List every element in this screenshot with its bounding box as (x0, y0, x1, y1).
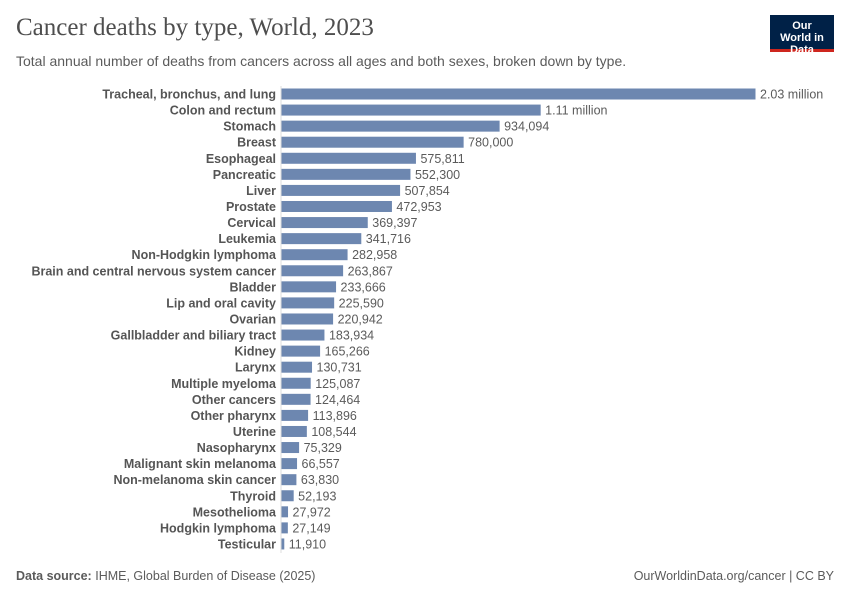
value-label: 125,087 (315, 377, 360, 391)
value-label: 52,193 (298, 489, 336, 503)
category-label: Pancreatic (213, 168, 276, 182)
value-label: 472,953 (396, 200, 441, 214)
bar[interactable] (281, 393, 311, 405)
category-label: Leukemia (218, 232, 277, 246)
category-label: Malignant skin melanoma (124, 457, 277, 471)
value-label: 66,557 (302, 457, 340, 471)
value-label: 183,934 (329, 329, 374, 343)
value-label: 27,972 (293, 505, 331, 519)
category-label: Other cancers (192, 393, 276, 407)
value-label: 282,958 (352, 248, 397, 262)
value-label: 124,464 (315, 393, 360, 407)
value-label: 233,666 (341, 280, 386, 294)
source-label: Data source: (16, 569, 92, 583)
category-label: Stomach (223, 120, 276, 134)
bar[interactable] (281, 217, 368, 229)
data-source: Data source: IHME, Global Burden of Dise… (16, 569, 315, 583)
bar[interactable] (281, 168, 411, 180)
value-label: 108,544 (311, 425, 356, 439)
footer-link[interactable]: OurWorldinData.org/cancer | CC BY (633, 569, 834, 583)
bar[interactable] (281, 297, 335, 309)
category-label: Uterine (233, 425, 276, 439)
bar[interactable] (281, 474, 297, 486)
owid-logo[interactable]: Our World in Data (770, 15, 834, 56)
bar[interactable] (281, 377, 311, 389)
category-label: Thyroid (230, 489, 276, 503)
chart-subtitle: Total annual number of deaths from cance… (16, 53, 627, 69)
bar[interactable] (281, 490, 294, 502)
value-label: 11,910 (289, 537, 326, 551)
bar[interactable] (281, 538, 285, 550)
category-label: Colon and rectum (170, 104, 276, 118)
category-label: Prostate (226, 200, 276, 214)
value-label: 1.11 million (545, 104, 607, 118)
category-label: Hodgkin lymphoma (160, 521, 277, 535)
category-label: Kidney (234, 345, 276, 359)
bar[interactable] (281, 152, 416, 164)
value-label: 113,896 (313, 409, 357, 423)
value-label: 507,854 (405, 184, 450, 198)
category-label: Gallbladder and biliary tract (111, 329, 277, 343)
logo-text: Our World in Data (780, 20, 824, 56)
bar[interactable] (281, 361, 313, 373)
bar[interactable] (281, 313, 334, 325)
bar[interactable] (281, 329, 325, 341)
bar[interactable] (281, 458, 298, 470)
category-label: Testicular (218, 537, 276, 551)
source-text: IHME, Global Burden of Disease (2025) (95, 569, 316, 583)
value-label: 2.03 million (760, 88, 823, 102)
value-label: 220,942 (338, 312, 383, 326)
bar[interactable] (281, 345, 321, 357)
bar[interactable] (281, 281, 337, 293)
category-label: Non-melanoma skin cancer (113, 473, 276, 487)
category-label: Ovarian (229, 312, 276, 326)
value-label: 130,731 (317, 361, 362, 375)
category-label: Tracheal, bronchus, and lung (102, 88, 276, 102)
value-label: 934,094 (504, 120, 549, 134)
category-label: Multiple myeloma (171, 377, 277, 391)
bar[interactable] (281, 506, 289, 518)
bar[interactable] (281, 265, 344, 277)
category-label: Bladder (229, 280, 276, 294)
category-label: Larynx (235, 361, 276, 375)
bar[interactable] (281, 233, 362, 245)
category-label: Mesothelioma (193, 505, 277, 519)
bar[interactable] (281, 104, 541, 116)
value-label: 165,266 (325, 345, 370, 359)
bar[interactable] (281, 249, 348, 261)
category-label: Esophageal (206, 152, 276, 166)
bar[interactable] (281, 522, 288, 534)
bar[interactable] (281, 184, 401, 196)
bar[interactable] (281, 136, 464, 148)
category-label: Brain and central nervous system cancer (31, 264, 276, 278)
bar[interactable] (281, 120, 500, 132)
value-label: 225,590 (339, 296, 384, 310)
bar[interactable] (281, 200, 392, 212)
value-label: 263,867 (348, 264, 393, 278)
value-label: 63,830 (301, 473, 339, 487)
value-label: 575,811 (420, 152, 464, 166)
category-label: Cervical (227, 216, 276, 230)
bar[interactable] (281, 442, 300, 454)
category-label: Non-Hodgkin lymphoma (132, 248, 277, 262)
value-label: 341,716 (366, 232, 411, 246)
bar[interactable] (281, 409, 309, 421)
category-label: Other pharynx (191, 409, 276, 423)
category-label: Lip and oral cavity (166, 296, 276, 310)
value-label: 75,329 (304, 441, 342, 455)
category-label: Nasopharynx (197, 441, 276, 455)
value-label: 552,300 (415, 168, 460, 182)
value-label: 369,397 (372, 216, 417, 230)
bar[interactable] (281, 88, 756, 100)
bar[interactable] (281, 425, 307, 437)
chart-title: Cancer deaths by type, World, 2023 (16, 14, 374, 41)
value-label: 27,149 (292, 521, 330, 535)
category-label: Liver (246, 184, 276, 198)
category-label: Breast (237, 136, 277, 150)
value-label: 780,000 (468, 136, 513, 150)
